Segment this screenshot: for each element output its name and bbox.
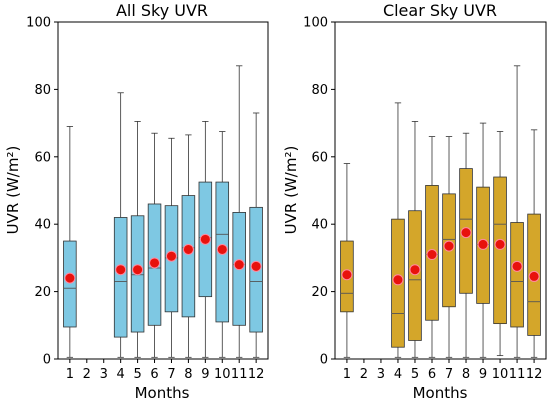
clear-sky-month-6-mean-marker: [426, 249, 438, 261]
clear-sky-month-10-mean-marker: [494, 238, 506, 250]
all-sky-y-tick-label: 80: [34, 83, 51, 98]
clear-sky-x-tick-label: 12: [526, 367, 543, 382]
all-sky-month-11-mean-marker: [233, 259, 245, 271]
all-sky-month-1-box: [63, 240, 77, 328]
clear-sky-panel: Clear Sky UVR Months UVR (W/m²) 0 20 40 60 8…: [282, 1, 547, 402]
clear-sky-month-1-mean-marker: [341, 269, 353, 281]
all-sky-x-tick-label: 3: [100, 367, 108, 382]
all-sky-month-1-mean-marker: [64, 272, 76, 284]
all-sky-x-axis-label: Months: [135, 384, 190, 401]
clear-sky-month-11-mean-marker: [511, 260, 523, 272]
all-sky-month-5-mean-marker: [132, 264, 144, 276]
clear-sky-x-tick-label: 1: [343, 367, 351, 382]
all-sky-month-12-mean-marker: [250, 260, 262, 272]
all-sky-x-tick-label: 7: [167, 367, 175, 382]
clear-sky-y-tick-label: 40: [311, 218, 328, 233]
clear-sky-x-tick-label: 9: [479, 367, 487, 382]
all-sky-y-tick-label: 0: [43, 353, 51, 368]
all-sky-month-4-box: [113, 217, 128, 338]
all-sky-plot-frame: [57, 21, 269, 360]
clear-sky-month-5-mean-marker: [409, 264, 421, 276]
clear-sky-plot-frame: [334, 21, 547, 360]
all-sky-y-tick-label: 100: [26, 16, 51, 31]
clear-sky-y-tick-label: 60: [311, 150, 328, 165]
clear-sky-x-tick-label: 2: [360, 367, 368, 382]
all-sky-month-6-mean-marker: [149, 257, 161, 269]
all-sky-x-tick-label: 9: [201, 367, 209, 382]
clear-sky-month-9-mean-marker: [477, 238, 489, 250]
all-sky-title: All Sky UVR: [116, 1, 208, 20]
clear-sky-month-5-box: [408, 210, 422, 341]
clear-sky-month-11-box: [510, 222, 524, 328]
all-sky-y-tick-label: 60: [34, 150, 51, 165]
clear-sky-x-tick-label: 6: [428, 367, 436, 382]
clear-sky-y-tick-label: 0: [320, 353, 328, 368]
clear-sky-month-4-mean-marker: [392, 274, 404, 286]
all-sky-month-8-box: [181, 195, 196, 318]
clear-sky-y-tick-label: 100: [303, 16, 328, 31]
clear-sky-x-tick-label: 5: [411, 367, 419, 382]
all-sky-month-7-mean-marker: [165, 250, 177, 262]
clear-sky-x-tick-label: 3: [377, 367, 385, 382]
all-sky-x-tick-label: 10: [214, 367, 231, 382]
all-sky-x-tick-label: 4: [117, 367, 125, 382]
all-sky-x-tick-label: 12: [248, 367, 265, 382]
all-sky-month-8-mean-marker: [182, 243, 194, 255]
clear-sky-y-tick-label: 20: [311, 285, 328, 300]
clear-sky-title: Clear Sky UVR: [383, 1, 497, 20]
all-sky-y-axis-label: UVR (W/m²): [4, 146, 22, 235]
clear-sky-x-axis-label: Months: [413, 384, 468, 401]
clear-sky-x-tick-label: 4: [394, 367, 402, 382]
all-sky-x-tick-label: 5: [133, 367, 141, 382]
all-sky-y-tick-label: 20: [34, 285, 51, 300]
clear-sky-month-8-mean-marker: [460, 227, 472, 239]
all-sky-y-tick-label: 40: [34, 218, 51, 233]
clear-sky-month-10-box: [493, 176, 507, 325]
clear-sky-x-tick-label: 11: [509, 367, 526, 382]
all-sky-x-tick-label: 11: [231, 367, 248, 382]
all-sky-x-tick-label: 1: [66, 367, 74, 382]
clear-sky-month-7-mean-marker: [443, 240, 455, 252]
all-sky-x-tick-label: 6: [150, 367, 158, 382]
all-sky-month-4-mean-marker: [115, 264, 127, 276]
clear-sky-month-12-mean-marker: [528, 270, 540, 282]
clear-sky-y-tick-label: 80: [311, 83, 328, 98]
all-sky-month-10-mean-marker: [216, 243, 228, 255]
all-sky-month-9-mean-marker: [199, 233, 211, 245]
clear-sky-y-axis-label: UVR (W/m²): [282, 146, 300, 235]
clear-sky-x-tick-label: 10: [492, 367, 509, 382]
clear-sky-x-tick-label: 8: [462, 367, 470, 382]
all-sky-x-tick-label: 8: [184, 367, 192, 382]
clear-sky-x-tick-label: 7: [445, 367, 453, 382]
all-sky-x-tick-label: 2: [83, 367, 91, 382]
all-sky-panel: All Sky UVR Months UVR (W/m²) 0 20 40 60 80 1…: [4, 1, 269, 402]
